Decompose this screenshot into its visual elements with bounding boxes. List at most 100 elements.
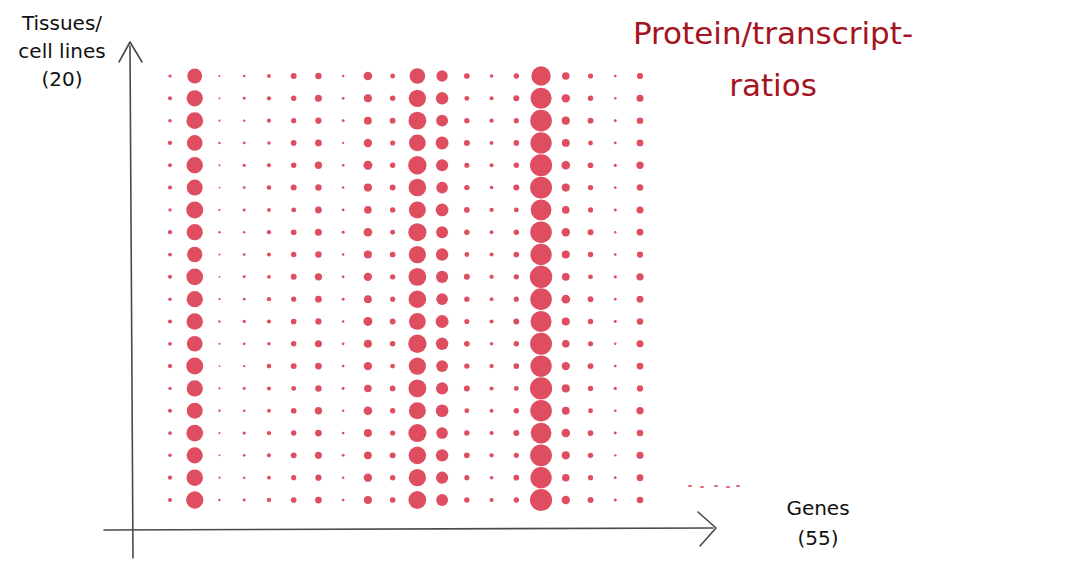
dot <box>168 342 172 346</box>
dot <box>464 319 469 324</box>
dot <box>168 297 172 301</box>
dot <box>514 118 519 123</box>
x-axis <box>104 528 713 530</box>
dot <box>243 142 246 145</box>
dot <box>588 453 593 458</box>
dot <box>562 407 570 415</box>
dot <box>489 118 493 122</box>
dot <box>408 268 426 286</box>
dot <box>315 118 321 124</box>
dot <box>218 298 220 300</box>
dot <box>436 92 448 104</box>
dot <box>464 475 469 480</box>
dot <box>364 473 372 481</box>
dot <box>530 333 552 355</box>
dot <box>243 342 246 345</box>
dot <box>530 132 551 153</box>
dot <box>514 163 519 168</box>
dot <box>342 320 344 322</box>
dot <box>267 208 271 212</box>
dot <box>218 320 220 322</box>
dot <box>186 268 203 285</box>
dot <box>168 409 172 413</box>
dot <box>464 140 470 146</box>
dot <box>490 297 494 301</box>
dot <box>315 273 322 280</box>
dot <box>614 499 617 502</box>
dot <box>490 498 494 502</box>
dot <box>186 425 203 442</box>
dot <box>588 185 593 190</box>
dot <box>342 499 345 502</box>
dot <box>315 430 322 437</box>
dot <box>636 206 643 213</box>
dot <box>588 386 593 391</box>
dot <box>168 275 172 279</box>
title: Protein/transcript- <box>633 15 913 51</box>
dot <box>530 444 552 466</box>
dot <box>637 140 644 147</box>
x-axis-arrow <box>698 512 716 546</box>
dot <box>390 364 395 369</box>
dot <box>187 469 203 485</box>
dot <box>364 117 372 125</box>
dot <box>342 209 345 212</box>
dot <box>342 365 345 368</box>
dot <box>315 296 322 303</box>
dot <box>588 319 593 324</box>
dot <box>513 252 519 258</box>
dot <box>637 73 643 79</box>
dot <box>218 142 220 144</box>
dot <box>530 244 551 265</box>
dot <box>490 74 494 78</box>
dot <box>464 274 470 280</box>
dot <box>514 497 519 502</box>
dot <box>186 491 203 508</box>
dash <box>700 486 704 488</box>
dot <box>390 341 395 346</box>
dot <box>291 96 296 101</box>
dot <box>364 250 372 258</box>
y-axis-label: Tissues/ <box>21 11 102 35</box>
dot <box>436 182 448 194</box>
dot <box>291 252 296 257</box>
dot <box>410 68 426 84</box>
dot <box>243 75 246 78</box>
dot <box>342 410 344 412</box>
dot <box>530 177 552 199</box>
dot <box>291 185 297 191</box>
dot <box>291 163 296 168</box>
dot <box>267 409 271 413</box>
dot <box>218 120 220 122</box>
dot <box>562 474 570 482</box>
dot <box>514 73 519 78</box>
dot <box>637 385 643 391</box>
dot <box>561 161 570 170</box>
dot <box>464 73 470 79</box>
dot <box>243 320 246 323</box>
dot <box>490 319 494 323</box>
dot <box>637 430 643 436</box>
dot <box>364 429 372 437</box>
dot <box>390 297 395 302</box>
dot <box>514 274 519 279</box>
dot <box>614 119 617 122</box>
y-axis-label: cell lines <box>18 39 105 63</box>
dot <box>291 319 297 325</box>
dot <box>514 386 519 391</box>
dot <box>342 454 345 457</box>
dot <box>513 363 519 369</box>
dot <box>436 315 449 328</box>
dot <box>364 273 372 281</box>
dot <box>614 476 617 479</box>
dot <box>637 318 643 324</box>
dot <box>436 159 448 171</box>
dot <box>243 275 246 278</box>
dot <box>409 290 427 308</box>
dot <box>530 489 552 511</box>
dot <box>315 318 321 324</box>
dot <box>409 447 427 465</box>
dot <box>390 118 396 124</box>
dot <box>168 431 172 435</box>
dot <box>637 363 644 370</box>
